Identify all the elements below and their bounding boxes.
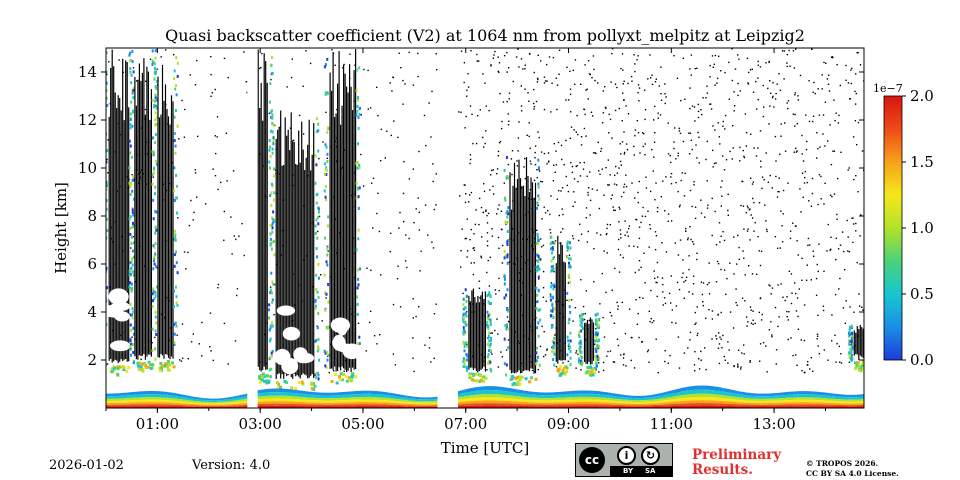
badge-by-text: BY (623, 467, 634, 475)
cc-license-badge: cc i ↻ BY SA (575, 443, 673, 477)
cloud-column (106, 49, 136, 377)
x-tick-label: 09:00 (547, 415, 590, 433)
badge-strip (610, 466, 672, 476)
data-gap (247, 48, 258, 408)
data-gap (437, 48, 459, 408)
colorbar-tick-label: 2.0 (910, 87, 934, 105)
attribution-icon: i (617, 446, 636, 465)
colorbar-tick-label: 1.5 (910, 153, 934, 171)
creative-commons-icon: cc (579, 447, 605, 473)
preliminary-notice: Preliminary Results. (692, 448, 792, 478)
colorbar-tick-label: 1.0 (910, 219, 934, 237)
y-axis-label: Height [km] (52, 182, 70, 274)
x-tick-label: 01:00 (136, 415, 179, 433)
colorbar: 0.0 0.5 1.0 1.5 2.0 1e−7 (873, 82, 934, 369)
y-tick-label: 8 (87, 207, 97, 225)
plot-frame (105, 47, 865, 409)
cloud-column (578, 312, 601, 377)
cloud-column (549, 235, 572, 377)
x-axis-label: Time [UTC] (441, 439, 530, 457)
cloud-column (462, 288, 493, 383)
copyright-notice: © TROPOS 2026. CC BY SA 4.0 License. (806, 459, 916, 479)
boundary-layer-band (257, 388, 439, 408)
colorbar-tick-label: 0.5 (910, 285, 934, 303)
version-label: Version: 4.0 (192, 458, 271, 473)
cloud-column (269, 110, 321, 392)
y-axis: 2 4 6 8 10 12 14 (78, 63, 864, 369)
date-label: 2026-01-02 (49, 458, 124, 473)
x-tick-label: 07:00 (444, 415, 487, 433)
y-tick-label: 10 (78, 159, 97, 177)
badge-sa-text: SA (645, 467, 656, 475)
share-alike-icon: ↻ (641, 446, 660, 465)
cloud-column (503, 156, 542, 387)
cloud-column (847, 324, 864, 373)
colorbar-gradient (883, 95, 903, 361)
preliminary-line-2: Results. (692, 462, 753, 478)
x-tick-label: 03:00 (239, 415, 282, 433)
copyright-line-1: © TROPOS 2026. (806, 459, 879, 468)
preliminary-line-1: Preliminary (692, 447, 782, 463)
y-tick-label: 4 (87, 303, 97, 321)
x-tick-label: 13:00 (752, 415, 795, 433)
heatmap-layer (106, 48, 864, 408)
chart-title: Quasi backscatter coefficient (V2) at 10… (165, 26, 805, 45)
y-tick-label: 12 (78, 111, 97, 129)
x-tick-label: 05:00 (341, 415, 384, 433)
copyright-line-2: CC BY SA 4.0 License. (806, 469, 899, 478)
cloud-column (323, 49, 362, 385)
colorbar-exponent: 1e−7 (873, 82, 903, 95)
cloud-column (151, 49, 179, 373)
colorbar-tick-label: 0.0 (910, 351, 934, 369)
x-axis: 01:00 03:00 05:00 07:00 09:00 11:00 13:00 (105, 48, 826, 433)
y-tick-label: 14 (78, 63, 97, 81)
plot-area (105, 47, 865, 409)
cloud-column (128, 50, 159, 373)
y-tick-label: 2 (87, 351, 97, 369)
y-tick-label: 6 (87, 255, 97, 273)
x-tick-label: 11:00 (650, 415, 693, 433)
boundary-layer-band (458, 385, 864, 408)
